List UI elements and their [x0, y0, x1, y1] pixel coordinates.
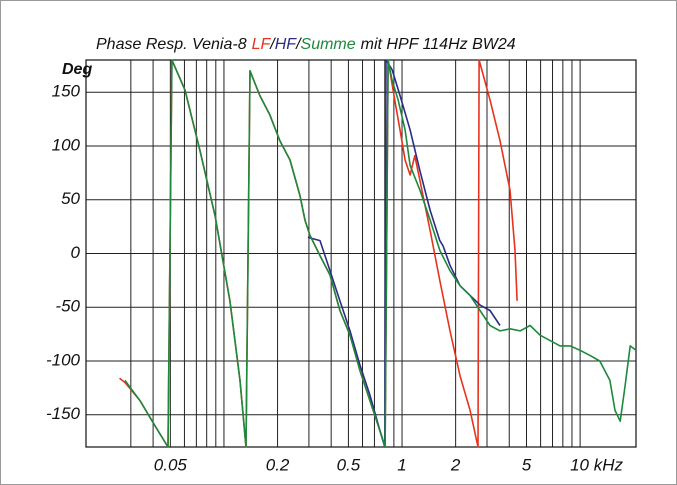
y-tick-label: 0: [71, 243, 81, 262]
y-tick-label: 150: [52, 82, 81, 101]
series-line: [124, 59, 637, 448]
x-tick-label: 1: [397, 455, 406, 474]
y-axis-label: Deg: [62, 61, 92, 78]
x-tick-label: 5: [522, 455, 532, 474]
legend-separator: /: [269, 36, 276, 53]
y-tick-label: -100: [46, 350, 81, 369]
y-tick-label: -50: [55, 297, 80, 316]
subtitle: mit HPF 114Hz BW24: [361, 36, 516, 53]
legend-summe: Summe: [301, 36, 356, 53]
y-tick-label: 50: [61, 189, 80, 208]
x-tick-label: 2: [450, 455, 461, 474]
x-tick-label: 0.05: [154, 455, 188, 474]
x-tick-label: 0.2: [266, 455, 290, 474]
title-text: Phase Resp. Venia-8: [96, 36, 247, 53]
y-tick-label: 100: [52, 135, 81, 154]
legend-separator: /: [295, 36, 302, 53]
x-tick-label: 10 kHz: [570, 455, 623, 474]
legend-hf: HF: [275, 36, 298, 53]
plot-frame: [85, 59, 637, 448]
y-tick-label: -150: [46, 404, 81, 423]
x-tick-label: 0.5: [337, 455, 361, 474]
legend-lf: LF: [252, 36, 272, 53]
chart-title: Phase Resp. Venia-8 LF/HF/Summe mit HPF 11…: [96, 36, 516, 53]
